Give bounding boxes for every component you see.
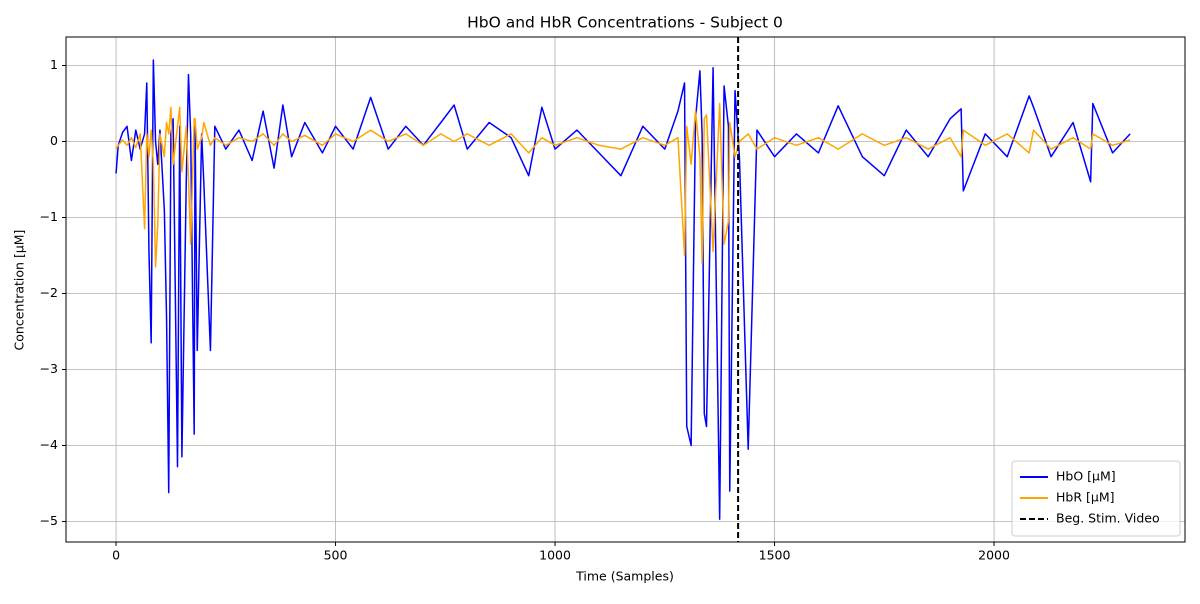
legend-label: Beg. Stim. Video (1056, 511, 1160, 526)
line-series (115, 59, 1131, 520)
x-axis-label: Time (Samples) (575, 569, 674, 584)
x-tick-label: 500 (324, 548, 348, 563)
y-tick-label: −1 (40, 209, 58, 224)
y-tick-label: −5 (40, 513, 58, 528)
chart-title: HbO and HbR Concentrations - Subject 0 (467, 14, 783, 32)
x-tick-label: 2000 (978, 548, 1010, 563)
y-tick-label: −4 (40, 437, 58, 452)
legend-label: HbO [µM] (1056, 469, 1116, 484)
legend-label: HbR [µM] (1056, 490, 1114, 505)
x-tick-label: 1500 (759, 548, 791, 563)
x-tick-label: 0 (112, 548, 120, 563)
y-tick-label: −2 (40, 285, 58, 300)
line-series (115, 102, 1131, 268)
y-axis-label: Concentration [µM] (12, 230, 27, 351)
legend-box (1011, 460, 1181, 537)
y-tick-label: 0 (50, 133, 58, 148)
x-tick-label: 1000 (539, 548, 571, 563)
legend: HbO [µM] HbR [µM] Beg. Stim. Video (1011, 460, 1181, 537)
plot-frame (65, 36, 1186, 543)
y-tick-label: −3 (40, 361, 58, 376)
y-tick-label: 1 (50, 57, 58, 72)
